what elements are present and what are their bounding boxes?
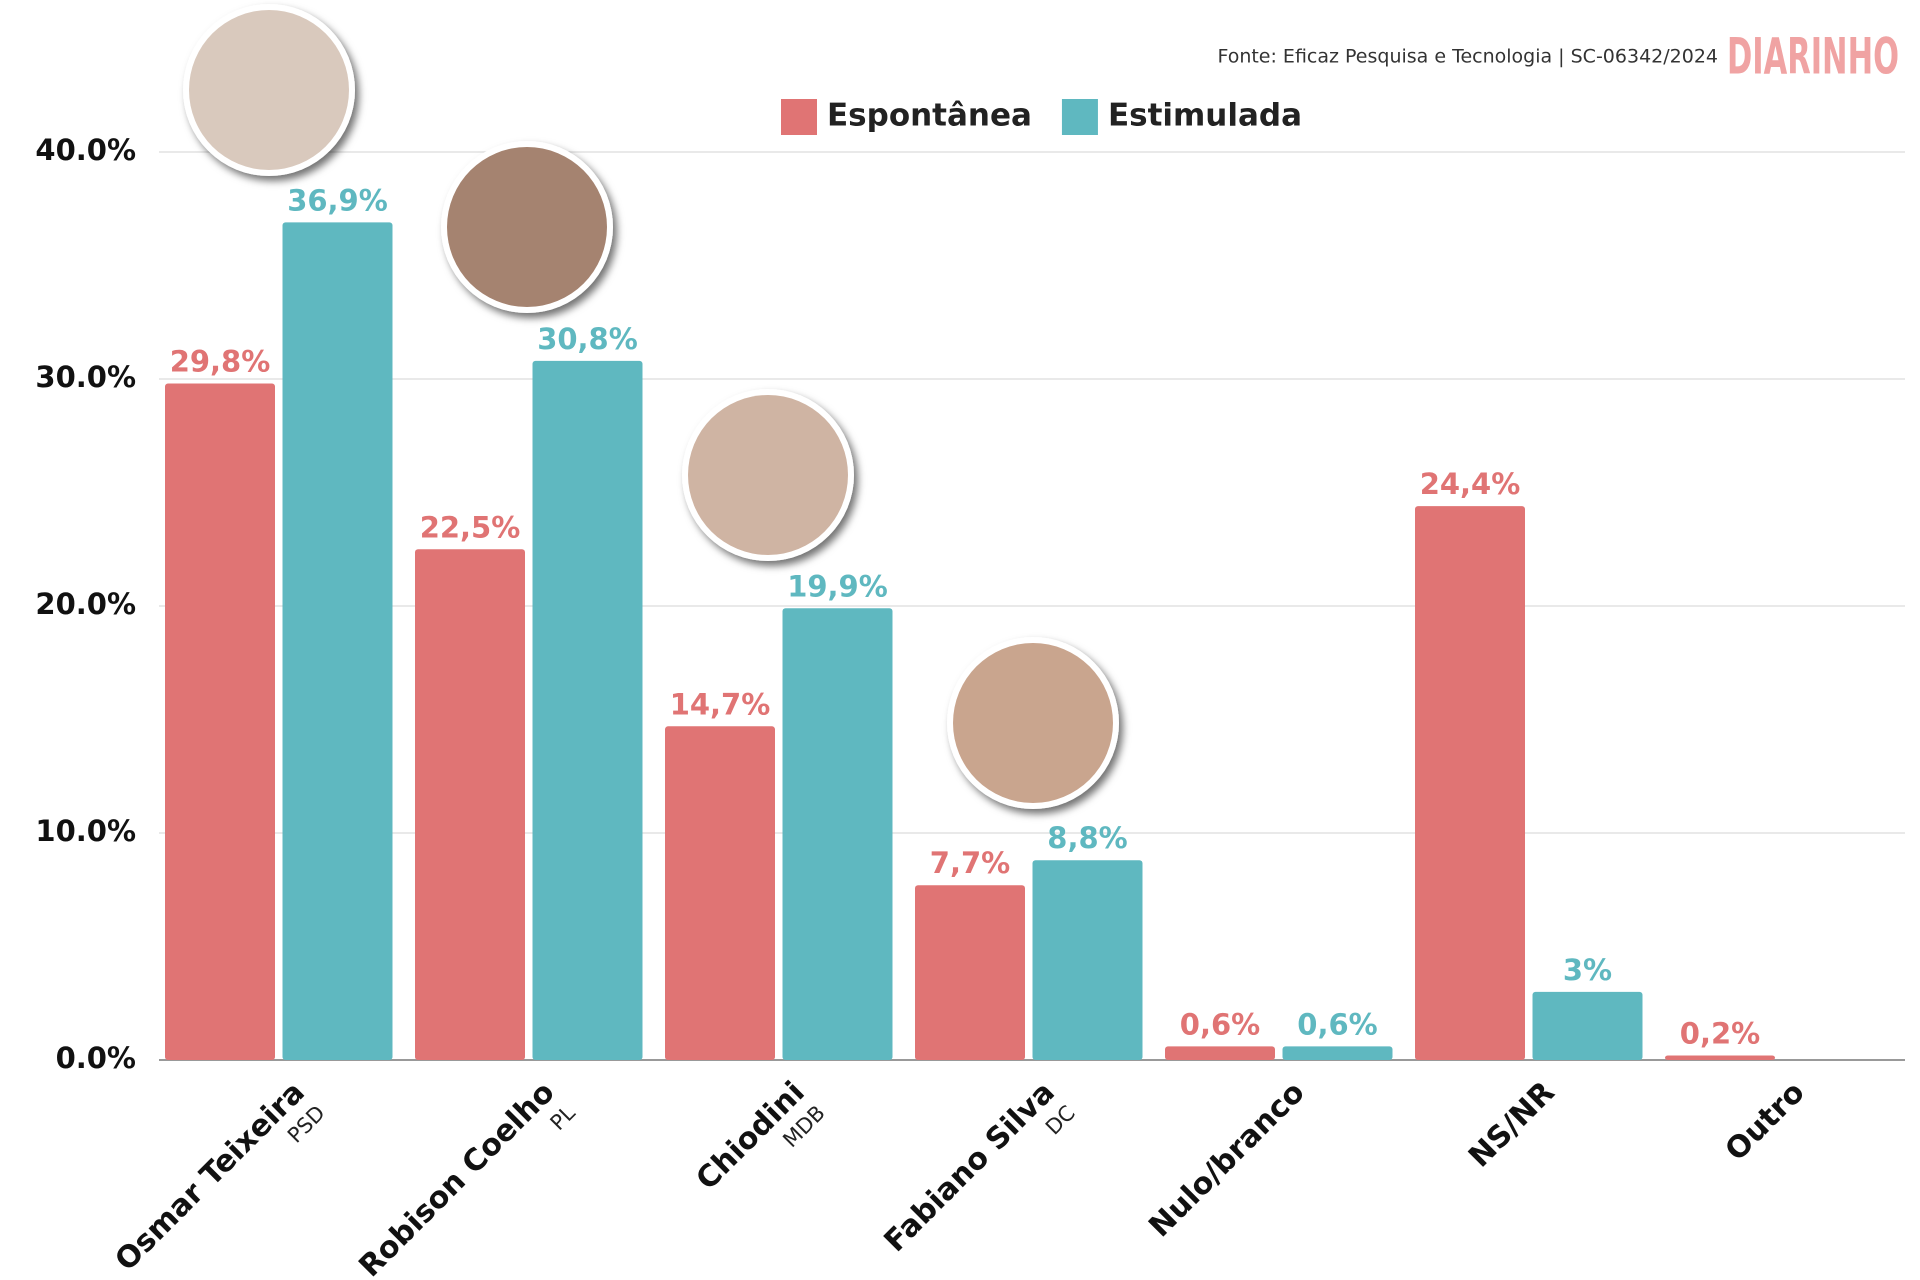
value-label: 24,4%	[1420, 467, 1521, 501]
bar	[1665, 1055, 1775, 1060]
photos	[183, 4, 1119, 809]
source: Fonte: Eficaz Pesquisa e Tecnologia | SC…	[1217, 46, 1718, 68]
brand: DIARINHO	[1727, 28, 1899, 86]
value-label: 30,8%	[537, 322, 638, 356]
bar	[1282, 1046, 1393, 1060]
value-label: 0,2%	[1680, 1016, 1760, 1050]
bar	[782, 608, 893, 1060]
y-tick-label: 30.0%	[35, 360, 136, 394]
photo	[688, 395, 848, 555]
legend-swatch	[1061, 99, 1098, 135]
legend-swatch	[781, 99, 817, 135]
bar	[532, 360, 643, 1061]
y-tick-label: 20.0%	[35, 587, 136, 621]
photo	[447, 147, 607, 307]
bar	[415, 549, 525, 1060]
bar	[1415, 506, 1525, 1060]
bar	[665, 726, 775, 1060]
legend-label: Estimulada	[1108, 98, 1302, 134]
photo	[953, 643, 1113, 803]
value-label: 7,7%	[930, 846, 1010, 880]
photo	[189, 10, 349, 170]
y-tick-label: 0.0%	[56, 1041, 136, 1075]
legend-label: Espontânea	[827, 98, 1032, 134]
bar	[1165, 1046, 1275, 1060]
y-tick-label: 10.0%	[35, 814, 136, 848]
bar	[1032, 860, 1143, 1060]
value-label: 36,9%	[287, 183, 388, 217]
bar	[915, 885, 1025, 1060]
value-label: 29,8%	[170, 345, 271, 379]
y-tick-label: 40.0%	[35, 133, 136, 167]
bar	[282, 222, 393, 1060]
value-label: 0,6%	[1180, 1007, 1260, 1041]
value-label: 8,8%	[1047, 821, 1127, 855]
bar	[1532, 991, 1643, 1060]
value-label: 22,5%	[420, 510, 521, 544]
value-label: 3%	[1563, 953, 1612, 987]
value-label: 0,6%	[1297, 1007, 1377, 1041]
bar	[165, 383, 275, 1060]
value-label: 19,9%	[787, 569, 888, 603]
value-label: 14,7%	[670, 687, 771, 721]
